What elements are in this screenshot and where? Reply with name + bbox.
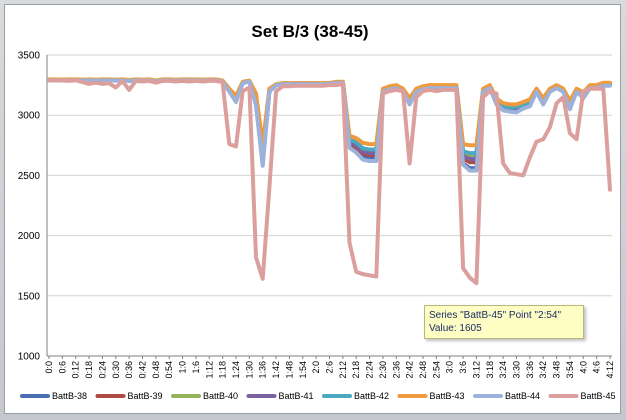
legend-label-BattB-43: BattB-43 <box>430 391 465 401</box>
x-tick-label: 0:30 <box>111 361 121 379</box>
legend-label-BattB-42: BattB-42 <box>354 391 389 401</box>
x-tick-label: 2:12 <box>338 361 348 379</box>
x-tick-label: 3:0 <box>445 361 455 374</box>
data-point-tooltip: Series "BattB-45" Point "2:54" Value: 16… <box>424 305 584 339</box>
x-tick-label: 2:42 <box>405 361 415 379</box>
x-tick-label: 3:18 <box>485 361 495 379</box>
x-tick-label: 2:18 <box>351 361 361 379</box>
x-tick-label: 1:18 <box>218 361 228 379</box>
x-tick-label: 4:6 <box>592 361 602 374</box>
chart-title: Set B/3 (38-45) <box>251 22 368 41</box>
x-tick-label: 0:54 <box>164 361 174 379</box>
x-tick-label: 3:30 <box>512 361 522 379</box>
legend-label-BattB-39: BattB-39 <box>128 391 163 401</box>
series-lines[interactable] <box>47 77 612 286</box>
x-tick-label: 1:30 <box>244 361 254 379</box>
x-tick-label: 0:24 <box>97 361 107 379</box>
legend-label-BattB-45: BattB-45 <box>581 391 616 401</box>
series-line-BattB-39[interactable] <box>47 78 612 165</box>
series-line-BattB-41[interactable] <box>47 77 612 162</box>
x-tick-label: 4:0 <box>578 361 588 374</box>
y-tick-label: 3000 <box>18 111 41 122</box>
legend-label-BattB-40: BattB-40 <box>203 391 238 401</box>
y-axis: 1000 1500 2000 2500 3000 3500 <box>18 51 48 363</box>
x-tick-label: 2:24 <box>365 361 375 379</box>
y-tick-label: 1500 <box>18 291 41 302</box>
x-tick-label: 0:12 <box>71 361 81 379</box>
x-tick-label: 1:12 <box>204 361 214 379</box>
legend-label-BattB-44: BattB-44 <box>505 391 540 401</box>
x-tick-label: 4:12 <box>605 361 615 379</box>
legend-label-BattB-41: BattB-41 <box>279 391 314 401</box>
y-tick-label: 1000 <box>18 352 41 363</box>
x-tick-label: 0:18 <box>84 361 94 379</box>
x-tick-label: 1:54 <box>298 361 308 379</box>
series-line-BattB-40[interactable] <box>47 77 612 159</box>
x-tick-label: 0:48 <box>151 361 161 379</box>
series-line-BattB-38[interactable] <box>47 78 612 171</box>
x-tick-label: 1:6 <box>191 361 201 374</box>
x-tick-label: 0:0 <box>44 361 54 374</box>
chart-area[interactable] <box>4 4 621 414</box>
x-tick-label: 3:6 <box>458 361 468 374</box>
x-tick-label: 1:36 <box>258 361 268 379</box>
x-tick-label: 2:6 <box>325 361 335 374</box>
gridlines <box>47 54 612 357</box>
series-line-BattB-44[interactable] <box>47 78 612 173</box>
legend: BattB-38 BattB-39 BattB-40 BattB-41 BattB-42… <box>20 391 616 401</box>
legend-label-BattB-38: BattB-38 <box>52 391 87 401</box>
x-tick-label: 3:54 <box>565 361 575 379</box>
x-tick-label: 3:48 <box>552 361 562 379</box>
y-tick-label: 2000 <box>18 231 41 242</box>
tooltip-value: Value: 1605 <box>429 323 482 334</box>
x-tick-label: 0:36 <box>124 361 134 379</box>
x-tick-label: 0:42 <box>138 361 148 379</box>
series-line-BattB-42[interactable] <box>47 77 612 156</box>
x-tick-label: 2:30 <box>378 361 388 379</box>
x-tick-label: 3:36 <box>525 361 535 379</box>
x-tick-label: 1:24 <box>231 361 241 379</box>
y-tick-label: 2500 <box>18 171 41 182</box>
y-tick-label: 3500 <box>18 51 41 62</box>
x-tick-label: 1:42 <box>271 361 281 379</box>
x-tick-label: 2:0 <box>311 361 321 374</box>
x-tick-label: 3:12 <box>471 361 481 379</box>
x-axis: 0:0 0:6 0:12 0:18 0:24 0:30 0:36 0:42 0:48 0:54 1:… <box>44 356 615 379</box>
series-line-BattB-45[interactable] <box>47 78 612 286</box>
x-tick-label: 3:42 <box>538 361 548 379</box>
series-line-BattB-43[interactable] <box>47 77 612 148</box>
tooltip-series-point: Series "BattB-45" Point "2:54" <box>429 310 562 321</box>
x-tick-label: 2:36 <box>391 361 401 379</box>
x-tick-label: 1:0 <box>178 361 188 374</box>
x-tick-label: 3:24 <box>498 361 508 379</box>
x-tick-label: 0:6 <box>57 361 67 374</box>
x-tick-label: 2:48 <box>418 361 428 379</box>
x-tick-label: 2:54 <box>431 361 441 379</box>
x-tick-label: 1:48 <box>284 361 294 379</box>
